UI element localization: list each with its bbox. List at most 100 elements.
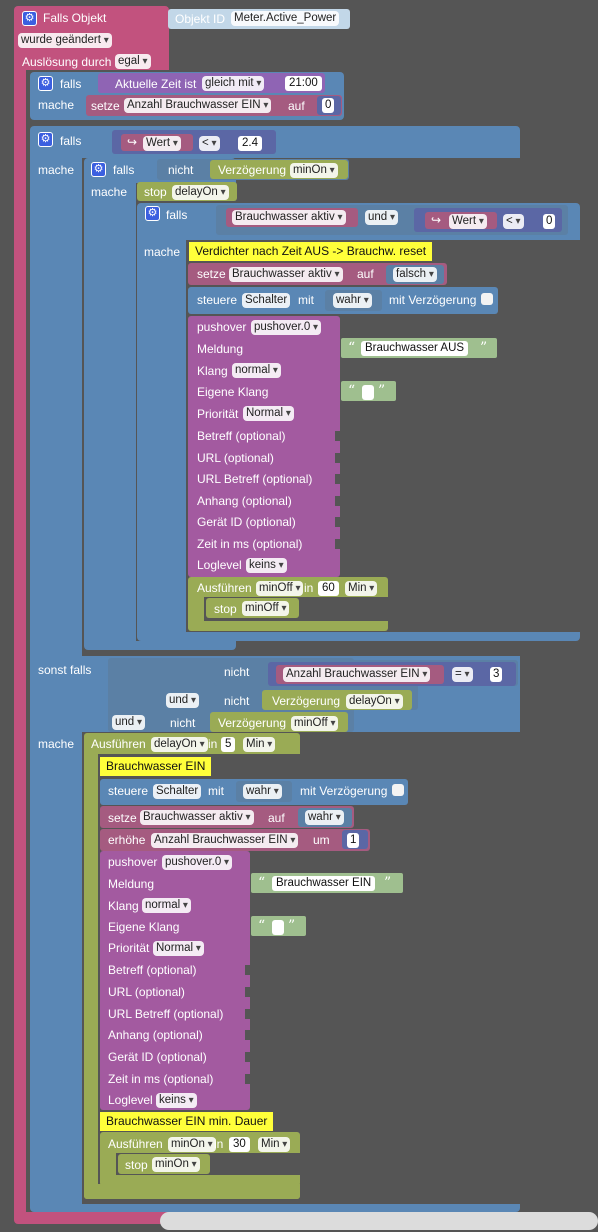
and-inner-dropdown[interactable]: und: [166, 693, 199, 708]
wert-arrow-icon: ↪: [127, 135, 138, 149]
pushover-block-ein[interactable]: [100, 851, 250, 1110]
close-quote-icon-2: ”: [378, 383, 386, 399]
custom-sound-aus-empty[interactable]: [362, 385, 374, 400]
and-outer-dropdown[interactable]: und: [112, 715, 145, 730]
false-dropdown[interactable]: falsch: [393, 267, 437, 282]
pushover-ein-instance[interactable]: pushover.0: [162, 855, 233, 870]
count-value-field[interactable]: 3: [490, 667, 503, 682]
if1-gear-icon[interactable]: ⚙: [38, 76, 53, 91]
increment-var-dropdown[interactable]: Anzahl Brauchwasser EIN: [151, 833, 299, 848]
pushover-aus-geraet: Gerät ID (optional): [197, 515, 296, 529]
trigger-dropdown[interactable]: egal: [115, 54, 151, 69]
if-active-gear-icon[interactable]: ⚙: [145, 206, 160, 221]
else-mache-label: mache: [38, 737, 75, 751]
set-active-var-dropdown[interactable]: Brauchwasser aktiv: [229, 267, 343, 282]
set-count-setze: setze: [91, 99, 120, 113]
horizontal-scrollbar[interactable]: [160, 1212, 598, 1230]
pushover-ein-label: pushover: [108, 855, 158, 869]
compare2-op-dropdown[interactable]: <: [503, 214, 524, 229]
pushover-ein-url: URL (optional): [108, 985, 185, 999]
comment-verdichter[interactable]: Verdichter nach Zeit AUS -> Brauchw. res…: [189, 242, 433, 261]
message-aus-value[interactable]: Brauchwasser AUS: [361, 341, 469, 356]
compare-threshold-field[interactable]: 2.4: [238, 136, 262, 151]
set-count-auf: auf: [288, 99, 305, 113]
pushover-ein-prioritaet: Priorität: [108, 941, 150, 955]
run-minoff-timer[interactable]: minOff: [256, 581, 304, 596]
run-delayon-delay[interactable]: 5: [221, 737, 236, 752]
active-var-dropdown[interactable]: Brauchwasser aktiv: [232, 210, 346, 225]
compare-op-dropdown[interactable]: <: [199, 136, 220, 151]
input-notch: [335, 431, 340, 441]
delay-check-dropdown[interactable]: minOn: [290, 163, 338, 178]
run-minoff-unit[interactable]: Min: [345, 581, 378, 596]
time-value-field[interactable]: 21:00: [285, 76, 322, 91]
inner-if-gear-icon[interactable]: ⚙: [91, 162, 106, 177]
set-active-setze: setze: [197, 267, 226, 281]
time-compare-dropdown[interactable]: gleich mit: [202, 76, 265, 91]
pushover-aus-prio-dropdown[interactable]: Normal: [243, 406, 294, 421]
pushover-aus-klang-dropdown[interactable]: normal: [232, 363, 281, 378]
pushover-ein-klang-dropdown[interactable]: normal: [142, 898, 191, 913]
run-minon-delay[interactable]: 30: [229, 1137, 250, 1152]
control-delay-checkbox[interactable]: [481, 293, 493, 305]
minoff-check-dropdown[interactable]: minOff: [291, 716, 339, 731]
set-count-var-dropdown[interactable]: Anzahl Brauchwasser EIN: [124, 98, 272, 113]
control-target[interactable]: Schalter: [242, 293, 291, 308]
input-notch: [245, 987, 250, 997]
pushover-aus-anhang: Anhang (optional): [197, 494, 292, 508]
if2-falls: falls: [60, 134, 82, 148]
time-condition-label: Aktuelle Zeit ist: [115, 77, 197, 91]
pushover-aus-instance[interactable]: pushover.0: [251, 320, 322, 335]
input-notch: [245, 1074, 250, 1084]
object-id-label: Objekt ID: [175, 12, 226, 26]
control2-value-dropdown[interactable]: wahr: [243, 784, 282, 799]
run-minoff-delay[interactable]: 60: [318, 581, 339, 596]
run-minon-unit[interactable]: Min: [258, 1137, 291, 1152]
pushover-ein-anhang: Anhang (optional): [108, 1028, 203, 1042]
increment-value-field[interactable]: 1: [347, 833, 360, 848]
pushover-block-aus[interactable]: [188, 316, 340, 577]
set-count-value-field[interactable]: 0: [322, 98, 335, 113]
stop-minon-dropdown[interactable]: minOn: [152, 1157, 200, 1172]
message-ein-value[interactable]: Brauchwasser EIN: [272, 876, 376, 891]
control2-delay-checkbox[interactable]: [392, 784, 404, 796]
pushover-ein-betreff: Betreff (optional): [108, 963, 197, 977]
and-dropdown[interactable]: und: [365, 210, 398, 225]
control2-target[interactable]: Schalter: [153, 784, 202, 799]
comment-min-dauer[interactable]: Brauchwasser EIN min. Dauer: [100, 1112, 274, 1131]
if2-gear-icon[interactable]: ⚙: [38, 132, 53, 147]
pushover-ein-prio-dropdown[interactable]: Normal: [153, 941, 204, 956]
custom-sound-ein-empty[interactable]: [272, 920, 284, 935]
set2-var-dropdown[interactable]: Brauchwasser aktiv: [140, 810, 254, 825]
compare2-value-field[interactable]: 0: [543, 214, 556, 229]
count-var-dropdown[interactable]: Anzahl Brauchwasser EIN: [283, 667, 431, 682]
count-op-dropdown[interactable]: =: [452, 667, 473, 682]
pushover-aus-loglevel-dropdown[interactable]: keins: [246, 558, 287, 573]
inner-if-mache: mache: [91, 185, 128, 199]
set2-value-dropdown[interactable]: wahr: [305, 810, 344, 825]
event-gear-icon[interactable]: ⚙: [22, 11, 37, 26]
open-quote-icon-2: “: [348, 383, 356, 399]
run-delayon-in: in: [208, 737, 218, 751]
comment-brauchwasser-ein[interactable]: Brauchwasser EIN: [100, 757, 212, 776]
stop-minoff-dropdown[interactable]: minOff: [242, 601, 290, 616]
wert2-dropdown[interactable]: Wert: [449, 214, 487, 229]
control-value-dropdown[interactable]: wahr: [333, 293, 372, 308]
wert-dropdown[interactable]: Wert: [143, 136, 181, 151]
pushover-ein-geraet: Gerät ID (optional): [108, 1050, 207, 1064]
changed-dropdown[interactable]: wurde geändert: [18, 33, 112, 48]
control2-mit: mit: [208, 784, 224, 798]
object-id-value[interactable]: Meter.Active_Power: [231, 11, 340, 26]
pushover-aus-prioritaet: Priorität: [197, 407, 239, 421]
pushover-aus-url: URL (optional): [197, 451, 274, 465]
run-minon-timer[interactable]: minOn: [168, 1137, 216, 1152]
close-quote-icon-3: ”: [384, 875, 392, 891]
run-delayon-timer[interactable]: delayOn: [151, 737, 208, 752]
pushover-ein-klang: Klang: [108, 899, 139, 913]
delayon-check-dropdown[interactable]: delayOn: [346, 694, 403, 709]
pushover-ein-loglevel-dropdown[interactable]: keins: [156, 1093, 197, 1108]
stop-delayon-dropdown[interactable]: delayOn: [172, 185, 229, 200]
run-delayon-unit[interactable]: Min: [243, 737, 276, 752]
stop-minon-label: stop: [125, 1158, 148, 1172]
control-steuere: steuere: [197, 293, 238, 307]
